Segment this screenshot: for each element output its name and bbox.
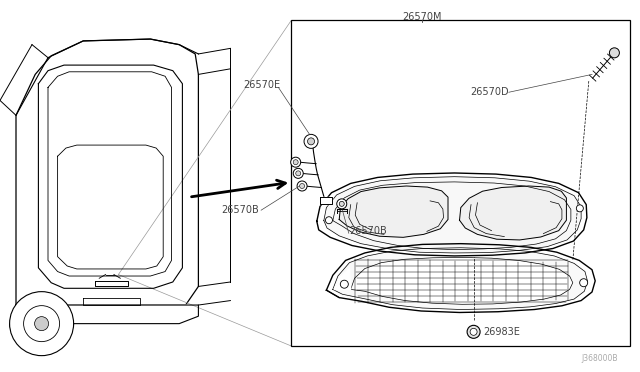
Circle shape: [577, 205, 583, 212]
Polygon shape: [334, 269, 351, 289]
Text: 26570M: 26570M: [403, 12, 442, 22]
Circle shape: [580, 279, 588, 287]
Text: 26570E: 26570E: [243, 80, 280, 90]
Text: 26570B: 26570B: [221, 205, 259, 215]
Circle shape: [291, 157, 301, 167]
Circle shape: [467, 326, 480, 338]
Circle shape: [470, 328, 477, 335]
Circle shape: [296, 171, 301, 176]
Text: 26570D: 26570D: [470, 87, 509, 97]
Circle shape: [304, 134, 318, 148]
Circle shape: [339, 201, 344, 206]
Circle shape: [340, 280, 348, 288]
Circle shape: [609, 48, 620, 58]
Polygon shape: [38, 65, 182, 288]
Bar: [291, 20, 630, 346]
Circle shape: [35, 317, 49, 331]
Text: 26570B: 26570B: [349, 226, 387, 235]
Polygon shape: [460, 186, 566, 240]
Circle shape: [337, 199, 347, 209]
Polygon shape: [333, 248, 588, 310]
Circle shape: [297, 181, 307, 191]
Polygon shape: [317, 173, 587, 256]
Circle shape: [293, 160, 298, 165]
Polygon shape: [351, 257, 573, 304]
Circle shape: [293, 169, 303, 178]
Polygon shape: [16, 39, 198, 305]
Polygon shape: [339, 186, 448, 237]
Polygon shape: [58, 145, 163, 269]
Circle shape: [10, 292, 74, 356]
Circle shape: [326, 217, 332, 224]
Circle shape: [24, 306, 60, 341]
Polygon shape: [95, 281, 128, 286]
Circle shape: [308, 138, 314, 145]
Text: J368000B: J368000B: [581, 355, 618, 363]
Polygon shape: [320, 197, 332, 204]
Circle shape: [300, 183, 305, 189]
Polygon shape: [326, 244, 595, 312]
Polygon shape: [19, 305, 198, 324]
Polygon shape: [324, 177, 581, 253]
Text: 26983E: 26983E: [483, 327, 520, 337]
